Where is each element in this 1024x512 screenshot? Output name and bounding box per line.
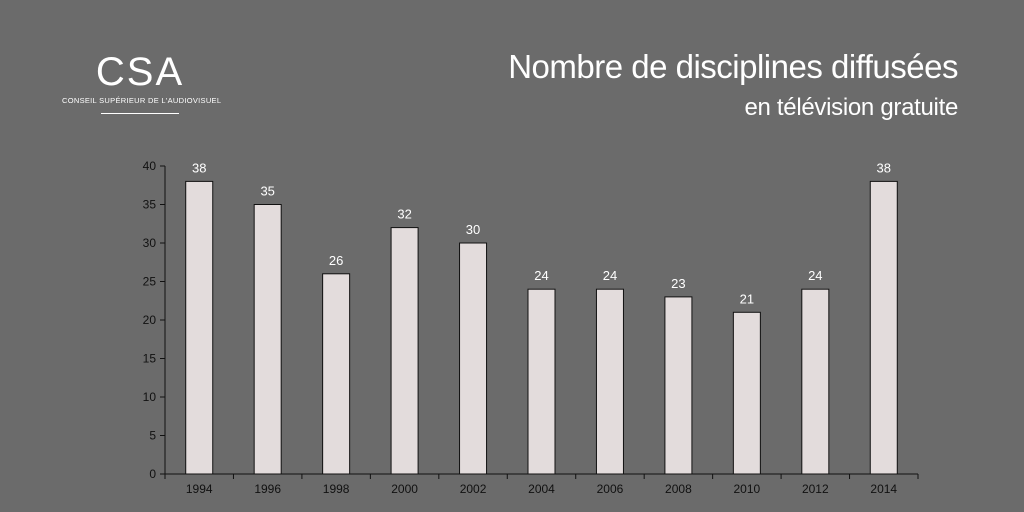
y-tick-label: 35 <box>143 198 157 212</box>
x-tick-label: 2006 <box>597 482 624 496</box>
x-tick-label: 2008 <box>665 482 692 496</box>
bar <box>732 311 761 475</box>
data-label: 24 <box>534 268 548 283</box>
bar <box>527 288 556 475</box>
bar <box>595 288 624 475</box>
x-tick-label: 2002 <box>460 482 487 496</box>
bar <box>185 180 214 475</box>
y-tick-label: 5 <box>149 429 156 443</box>
chart-title: Nombre de disciplines diffusées <box>508 48 958 85</box>
x-tick-label: 1994 <box>186 482 213 496</box>
bar <box>390 227 419 475</box>
y-tick-label: 30 <box>143 236 157 250</box>
y-tick-label: 10 <box>143 390 157 404</box>
chart-subtitle: en télévision gratuite <box>744 94 958 121</box>
data-label: 38 <box>192 160 206 175</box>
bar <box>322 273 351 475</box>
x-tick-label: 2014 <box>870 482 897 496</box>
x-tick-label: 1996 <box>254 482 281 496</box>
x-tick-label: 2004 <box>528 482 555 496</box>
y-tick-label: 15 <box>143 352 157 366</box>
logo-subtitle: CONSEIL SUPÉRIEUR DE L'AUDIOVISUEL <box>62 96 222 105</box>
data-label: 32 <box>397 207 411 222</box>
data-label: 38 <box>877 160 891 175</box>
csa-logo: CSA CONSEIL SUPÉRIEUR DE L'AUDIOVISUEL <box>62 50 222 114</box>
data-label: 24 <box>808 268 822 283</box>
data-label: 35 <box>260 184 274 199</box>
bar <box>664 296 693 475</box>
logo-mark: CSA <box>95 50 185 94</box>
y-tick-label: 20 <box>143 313 157 327</box>
data-label: 21 <box>740 291 754 306</box>
data-label: 23 <box>671 276 685 291</box>
x-tick-label: 2010 <box>734 482 761 496</box>
y-tick-label: 40 <box>143 159 157 173</box>
y-tick-label: 25 <box>143 275 157 289</box>
bar <box>253 204 282 475</box>
data-label: 30 <box>466 222 480 237</box>
x-tick-label: 1998 <box>323 482 350 496</box>
x-tick-label: 2012 <box>802 482 829 496</box>
bar <box>869 180 898 475</box>
bar <box>459 242 488 475</box>
data-label: 24 <box>603 268 617 283</box>
y-tick-label: 0 <box>149 467 156 481</box>
data-label: 26 <box>329 253 343 268</box>
x-tick-label: 2000 <box>391 482 418 496</box>
bar <box>801 288 830 475</box>
logo-divider <box>101 113 179 114</box>
